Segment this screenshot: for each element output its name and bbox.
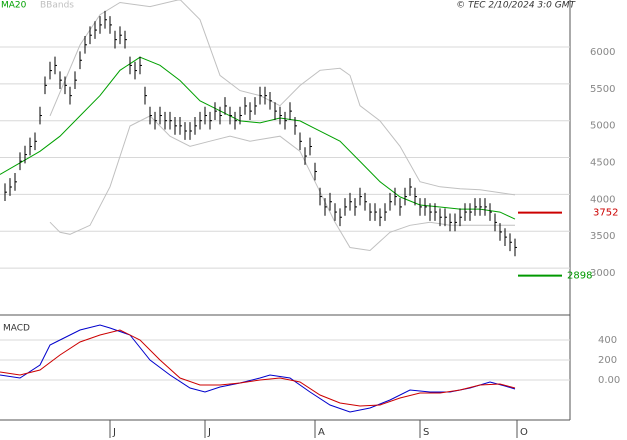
header: © TEC 2/10/2024 3:0 GMT xyxy=(456,1,576,11)
legend-entry: MA20 xyxy=(1,1,27,11)
y-tick-label: 5000 xyxy=(590,121,615,132)
ma-line xyxy=(0,56,516,220)
y-tick-label: 4500 xyxy=(590,158,615,169)
price-tag-label: 2898 xyxy=(567,271,592,282)
y-tick-label: 0.00 xyxy=(598,375,620,386)
y-tick-label: 3000 xyxy=(590,268,615,279)
y-tick-label: 3500 xyxy=(590,231,615,242)
bband-upper xyxy=(49,0,516,196)
x-tick-label: J xyxy=(207,427,211,438)
y-tick-label: 200 xyxy=(598,355,617,366)
x-tick-label: O xyxy=(520,427,528,438)
macd-line xyxy=(0,329,516,407)
y-tick-label: 6000 xyxy=(590,47,615,58)
price-tag-label: 3752 xyxy=(593,208,618,219)
bband-lower xyxy=(49,115,515,252)
y-tick-label: 5500 xyxy=(590,84,615,95)
x-tick-label: S xyxy=(423,427,429,438)
panel-title: MACD xyxy=(3,324,30,334)
x-tick-label: J xyxy=(112,427,116,438)
legend-entry: BBands xyxy=(40,1,74,11)
macd-line xyxy=(0,324,516,413)
x-tick-label: A xyxy=(318,427,325,438)
y-tick-label: 400 xyxy=(598,335,617,346)
y-tick-label: 4000 xyxy=(590,194,615,205)
